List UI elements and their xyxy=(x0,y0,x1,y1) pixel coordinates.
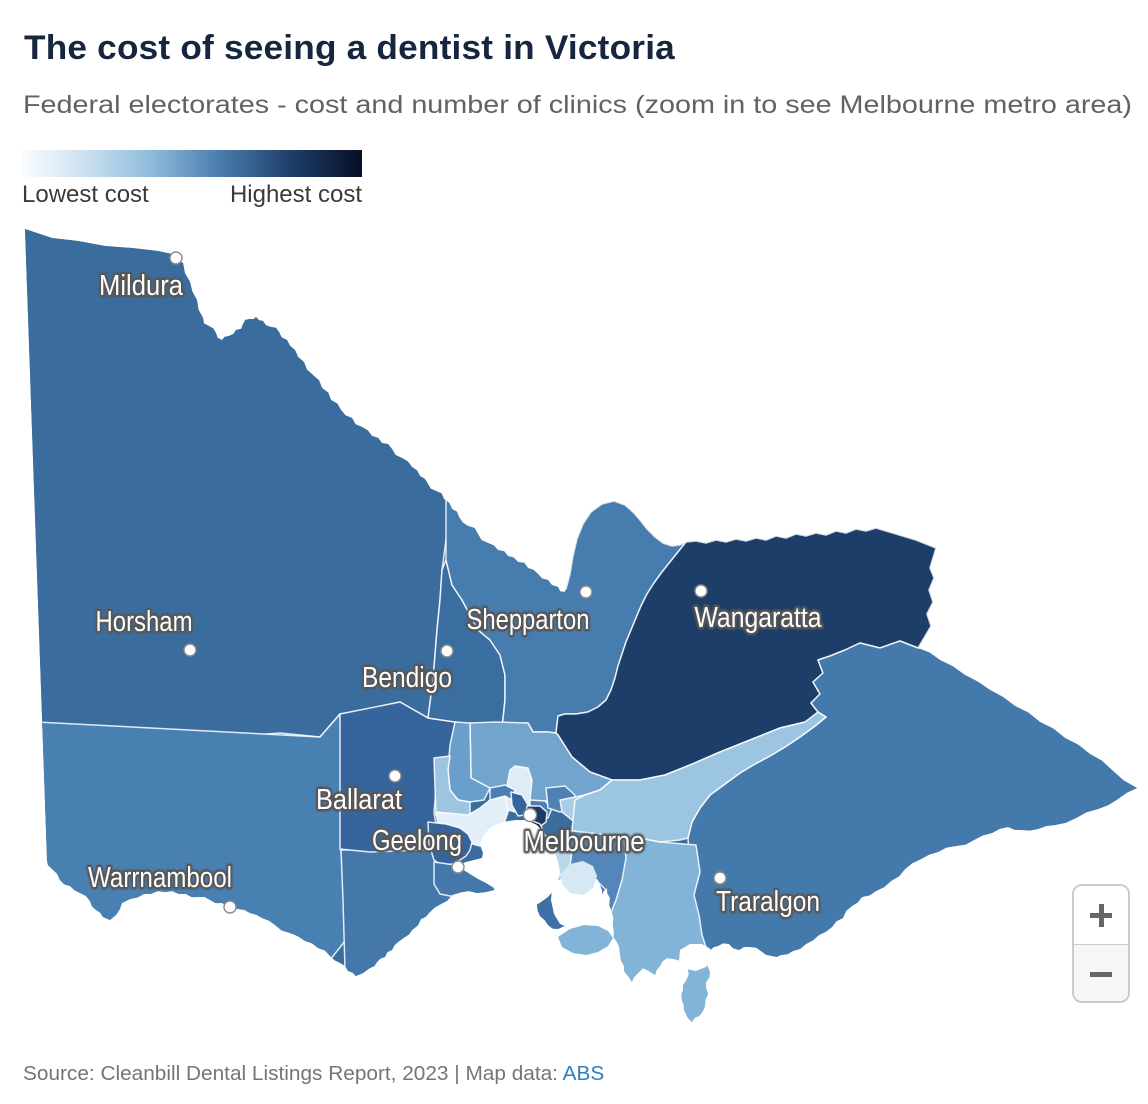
svg-text:Horsham: Horsham xyxy=(96,606,193,638)
svg-text:Melbourne: Melbourne xyxy=(524,826,645,858)
svg-text:Shepparton: Shepparton xyxy=(467,604,590,636)
svg-text:Geelong: Geelong xyxy=(372,825,462,857)
svg-text:Warrnambool: Warrnambool xyxy=(88,862,232,894)
svg-text:Geelong: Geelong xyxy=(372,825,462,857)
svg-text:Mildura: Mildura xyxy=(99,270,184,302)
svg-text:Melbourne: Melbourne xyxy=(524,826,645,858)
svg-text:Horsham: Horsham xyxy=(96,606,193,638)
svg-text:Wangaratta: Wangaratta xyxy=(695,602,823,634)
svg-text:Bendigo: Bendigo xyxy=(362,662,452,694)
svg-text:Traralgon: Traralgon xyxy=(716,886,820,918)
svg-text:Warrnambool: Warrnambool xyxy=(88,862,232,894)
svg-text:Bendigo: Bendigo xyxy=(362,662,452,694)
svg-text:Ballarat: Ballarat xyxy=(316,784,402,816)
svg-text:Shepparton: Shepparton xyxy=(467,604,590,636)
svg-text:Traralgon: Traralgon xyxy=(716,886,820,918)
svg-text:Wangaratta: Wangaratta xyxy=(695,602,823,634)
svg-text:Mildura: Mildura xyxy=(99,270,184,302)
svg-text:Ballarat: Ballarat xyxy=(316,784,402,816)
